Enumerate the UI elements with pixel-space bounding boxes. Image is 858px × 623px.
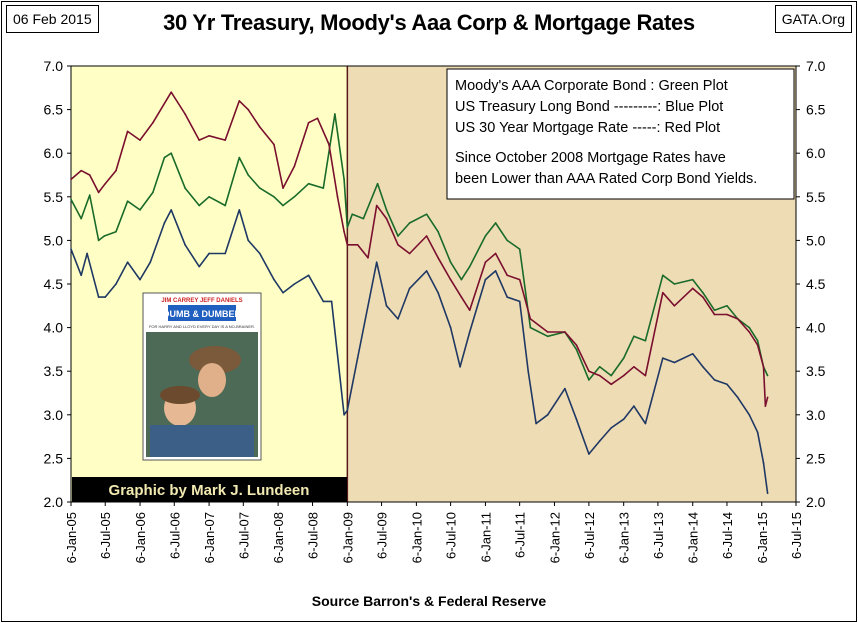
source-note: Source Barron's & Federal Reserve [311, 593, 547, 609]
date-badge: 06 Feb 2015 [6, 5, 99, 33]
chart-title: 30 Yr Treasury, Moody's Aaa Corp & Mortg… [163, 10, 695, 35]
brand-badge: GATA.Org [774, 5, 852, 33]
